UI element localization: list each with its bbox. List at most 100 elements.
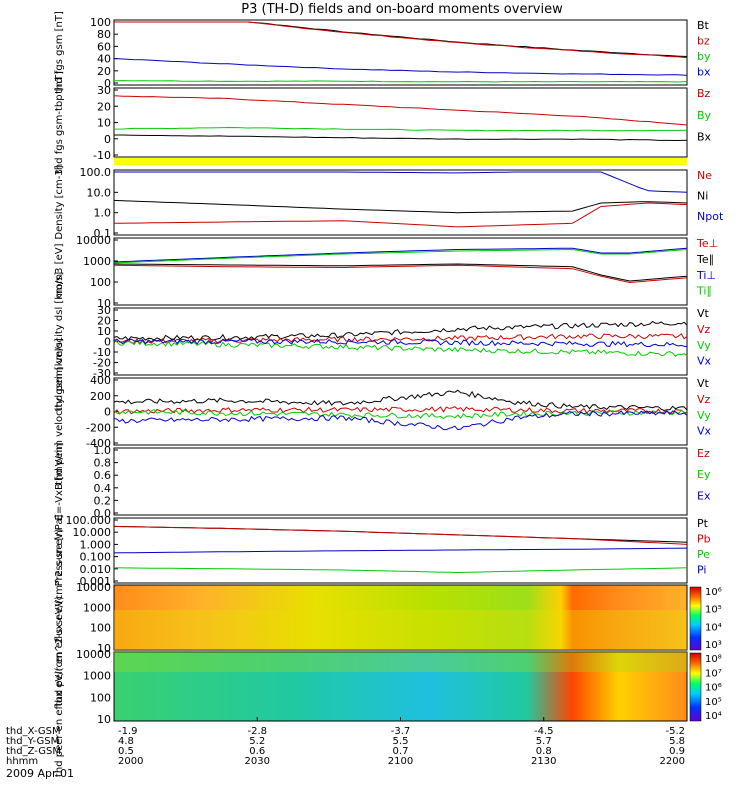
series-line-Vt [113, 320, 688, 342]
colorbar-tick-label: 10⁷ [705, 668, 722, 679]
legend-item: Pi [697, 563, 706, 576]
series-line-By [113, 126, 688, 132]
panel-2: 30 20 10 0 -10 thd fgs gsm-tbp [nT] Bz By Bx [54, 71, 712, 174]
footer-value: 0.5 [118, 746, 134, 757]
legend-item: bx [697, 65, 711, 78]
chart-title: P3 (TH-D) fields and on-board moments ov… [241, 2, 563, 17]
panel-frame [113, 517, 688, 584]
y-tick-label: -400 [86, 437, 111, 450]
panel-frame [113, 87, 688, 158]
y-tick-label: 40 [97, 53, 111, 66]
series-line-bz [114, 21, 688, 59]
series-line-Vx [113, 338, 688, 348]
legend-item: Vx [697, 355, 712, 368]
footer-value: 0.6 [249, 746, 265, 757]
series-line-Te∥ [113, 263, 688, 282]
y-tick-label: 30 [97, 84, 111, 97]
y-tick-label: 1.0 [94, 207, 112, 220]
footer-row-label: thd_X-GSM [6, 726, 61, 737]
footer-value: 0.7 [393, 746, 409, 757]
footer-value: 5.2 [249, 736, 265, 747]
footer-value: -4.5 [534, 726, 554, 737]
legend-item: Bt [697, 19, 710, 32]
footer-value: 2200 [660, 756, 685, 767]
y-axis-label: Pressure [nPa] [54, 515, 65, 587]
y-axis-label: thd peim velocity dsl [km/s] [54, 272, 65, 412]
panel-7: 1.00.80.60.40.20.0 E=-VxB [mV/m] Ez Ey Ex [54, 442, 711, 520]
colorbar-tick-label: 10⁵ [705, 605, 722, 616]
colorbar-tick-label: 10⁵ [705, 697, 722, 708]
panel-9: 10000 1000 100 10 thd peir en eflux eV/(cm^2… [54, 529, 722, 707]
series-line-Te⊥ [113, 264, 688, 284]
legend-item: Bx [697, 131, 712, 144]
footer-value: 2000 [118, 756, 143, 767]
colorbar-electrons [689, 652, 702, 722]
legend-item: Vt [697, 377, 710, 390]
legend-item: bz [697, 34, 710, 47]
y-tick-label: 100.0 [80, 166, 112, 179]
footer-row-label: thd_Z-GSM [6, 746, 61, 757]
footer-value: -1.9 [118, 726, 138, 737]
panel-3: 100.0 10.0 1.0 0.1 Density [cm-3] Ne Ni Npot [54, 165, 724, 240]
legend-item: Vx [697, 425, 712, 438]
legend-item: Vy [697, 409, 711, 422]
series-line-Pb [113, 525, 688, 545]
yellow-bar [114, 158, 687, 165]
legend-item: Ey [697, 468, 711, 481]
y-tick-label: -10 [93, 149, 111, 162]
footer-value: -3.7 [391, 726, 411, 737]
y-tick-label: 400 [90, 374, 111, 387]
y-tick-label: 100 [90, 691, 111, 704]
y-tick-label: 20 [97, 65, 111, 78]
y-tick-label: 10.000 [73, 526, 112, 539]
footer-date: 2009 Apr 01 [6, 767, 74, 780]
legend-item: Pt [697, 517, 709, 530]
series-line-by [113, 80, 688, 83]
footer-value: 2030 [245, 756, 270, 767]
legend-item: Vy [697, 339, 711, 352]
y-tick-label: 10 [97, 713, 111, 726]
footer-row-label: thd_Y-GSM [6, 736, 59, 747]
y-tick-label: 10 [97, 117, 111, 130]
panel-frame [113, 237, 688, 306]
y-axis-label: E=-VxB [mV/m] [54, 442, 65, 520]
y-tick-label: 10.0 [87, 186, 112, 199]
colorbar-tick-label: 10⁶ [705, 587, 722, 598]
y-tick-label: 30 [97, 304, 111, 317]
y-tick-label: 0 [104, 336, 111, 349]
footer-value: 4.8 [118, 736, 134, 747]
footer-value: 5.8 [669, 736, 685, 747]
y-tick-label: 0.001 [80, 575, 112, 588]
legend-item: Pe [697, 548, 710, 561]
panel-4: 10000 1000 100 10 mom3 [eV] Te⊥ Te∥ Ti⊥ Ti∥ [54, 234, 718, 310]
series-line-Ti∥ [113, 248, 688, 264]
series-line-Ni [113, 199, 688, 214]
footer-value: 0.9 [669, 746, 685, 757]
series-line-Pe [113, 567, 688, 574]
y-axis-label: thd fgs gsm-tbp [nT] [54, 71, 65, 174]
legend-item: Npot [697, 210, 724, 223]
legend-item: Te⊥ [696, 237, 718, 250]
y-tick-label: 1.0 [94, 444, 112, 457]
y-tick-label: 100 [90, 276, 111, 289]
y-axis-label: mom3 [eV] [54, 243, 65, 299]
electron-spectrogram [113, 651, 688, 722]
legend-item: by [697, 50, 711, 63]
y-tick-label: 0.6 [94, 469, 112, 482]
legend-item: Te∥ [696, 253, 714, 266]
y-tick-label: 0.1 [94, 227, 112, 240]
panel-frame [113, 447, 688, 516]
footer-value: 5.5 [393, 736, 409, 747]
y-tick-label: 0.100 [80, 551, 112, 564]
panel-frame [113, 19, 688, 86]
y-tick-label: -20 [93, 357, 111, 370]
y-tick-label: 100 [90, 16, 111, 29]
colorbar-tick-label: 10⁸ [705, 654, 722, 665]
legend-item: By [697, 109, 712, 122]
y-axis-label: thd fgs gsm [nT] [54, 11, 65, 94]
legend-item: Pb [697, 532, 711, 545]
